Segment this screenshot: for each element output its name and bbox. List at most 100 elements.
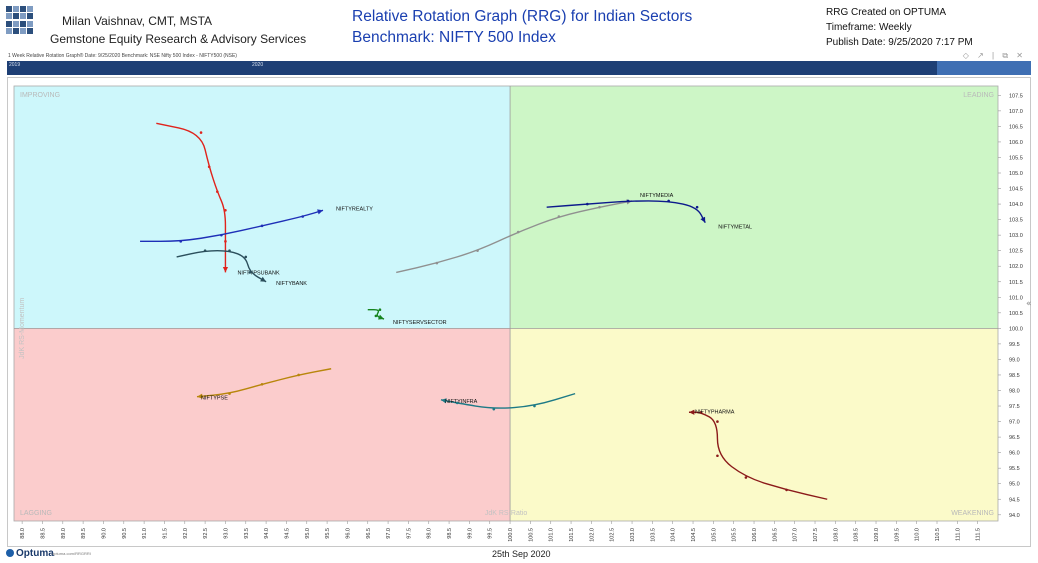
x-tick-label: 104.0 [671, 528, 677, 542]
x-tick-label: 88.0 [20, 528, 26, 539]
quadrant-improving [14, 86, 511, 329]
series-point-niftybank [203, 249, 207, 252]
x-tick-label: 92.0 [183, 528, 189, 539]
y-tick-label: 94.5 [1009, 497, 1020, 503]
y-axis-title: JdK RS-Momentum [19, 298, 26, 359]
quadrant-label-leading: LEADING [963, 92, 994, 99]
x-tick-label: 99.5 [488, 528, 494, 539]
y-tick-label: 94.0 [1009, 513, 1020, 519]
x-tick-label: 91.5 [162, 528, 168, 539]
x-tick-label: 98.0 [427, 528, 433, 539]
chart-title: Relative Rotation Graph (RRG) for Indian… [352, 8, 693, 25]
x-tick-label: 107.5 [813, 528, 819, 542]
x-tick-label: 89.0 [61, 528, 67, 539]
series-point-niftypharma [716, 454, 719, 458]
series-point-niftypharma [716, 420, 719, 423]
y-tick-label: 103.5 [1009, 218, 1023, 224]
x-tick-label: 98.5 [447, 528, 453, 539]
x-tick-label: 93.0 [223, 528, 229, 539]
series-point-niftymedia [476, 249, 479, 252]
publish-date: Publish Date: 9/25/2020 7:17 PM [826, 37, 973, 48]
series-point-niftyrealty [220, 233, 223, 237]
x-tick-label: 89.5 [81, 528, 87, 539]
series-label-niftymedia: NIFTYMEDIA [640, 193, 674, 199]
series-arrow-niftypse [196, 393, 203, 399]
timeline-scrollbar[interactable]: 2019 2020 [7, 61, 1031, 75]
x-tick-label: 97.0 [386, 528, 392, 539]
quadrant-weakening [510, 328, 998, 521]
x-axis-title: JdK RS-Ratio [485, 510, 528, 517]
x-tick-label: 102.5 [610, 528, 616, 542]
optuma-brand: Optuma [16, 548, 54, 559]
y-tick-label: 104.5 [1009, 187, 1023, 193]
series-tail-niftypsubank [156, 122, 227, 273]
x-tick-label: 90.0 [101, 528, 107, 539]
x-tick-label: 93.5 [244, 528, 250, 539]
y-tick-label: 106.0 [1009, 140, 1023, 146]
series-point-niftymetal [626, 199, 630, 203]
series-point-niftypsubank [207, 165, 211, 169]
optuma-logo: Optuma [6, 548, 54, 559]
x-tick-label: 106.5 [772, 528, 778, 542]
y-tick-label: 105.0 [1009, 171, 1023, 177]
quadrant-label-improving: IMPROVING [20, 92, 60, 99]
series-tail-niftyservsector [367, 309, 385, 320]
y-tick-label: 104.0 [1009, 202, 1023, 208]
y-tick-label: 95.5 [1009, 466, 1020, 472]
series-point-niftyservsector [378, 308, 382, 312]
series-label-niftypharma: NIFTYPHARMA [695, 409, 735, 415]
series-arrow-niftyrealty [317, 209, 324, 215]
x-tick-label: 108.5 [854, 528, 860, 542]
series-point-niftypsubank [224, 240, 227, 243]
y-tick-label: 95.0 [1009, 482, 1020, 488]
y-tick-label: 97.0 [1009, 420, 1020, 426]
series-tail-niftypharma [688, 411, 828, 500]
series-point-niftymedia [516, 230, 520, 234]
x-tick-label: 94.0 [264, 528, 270, 539]
x-tick-label: 105.0 [711, 528, 717, 542]
x-tick-label: 110.0 [915, 528, 921, 541]
series-tail-niftymedia [396, 200, 633, 274]
x-tick-label: 109.0 [874, 528, 880, 542]
series-point-niftyservsector [374, 314, 378, 318]
x-tick-label: 103.0 [630, 528, 636, 542]
series-tail-niftypse [196, 368, 332, 398]
series-point-niftyinfra [455, 401, 459, 405]
x-tick-label: 101.5 [569, 528, 575, 542]
plot-border [13, 85, 999, 522]
series-point-niftypse [228, 392, 231, 395]
series-point-niftybank [248, 271, 252, 274]
created-on: RRG Created on OPTUMA [826, 7, 947, 18]
series-label-niftyservsector: NIFTYSERVSECTOR [393, 320, 447, 326]
x-tick-label: 99.0 [467, 528, 473, 539]
x-tick-label: 105.5 [732, 528, 738, 542]
series-point-niftymedia [598, 205, 601, 209]
x-tick-label: 101.0 [549, 528, 555, 542]
series-point-niftypsubank [224, 208, 227, 212]
quadrant-label-weakening: WEAKENING [951, 510, 994, 517]
series-tail-niftyinfra [440, 392, 576, 409]
y-tick-label: 98.0 [1009, 389, 1020, 395]
series-point-niftymedia [557, 215, 561, 218]
author-name: Milan Vaishnav, CMT, MSTA [62, 14, 213, 28]
quadrant-lagging [14, 328, 511, 521]
y-tick-label: 102.0 [1009, 264, 1023, 270]
series-point-niftyinfra [492, 407, 496, 411]
x-tick-label: 96.5 [366, 528, 372, 539]
collapse-chevron-icon: « [1026, 299, 1032, 309]
x-tick-label: 110.5 [935, 528, 941, 541]
x-tick-label: 92.5 [203, 528, 209, 539]
x-tick-label: 108.0 [833, 528, 839, 542]
x-tick-label: 103.5 [650, 528, 656, 542]
y-tick-label: 96.5 [1009, 435, 1020, 441]
series-point-niftyrealty [301, 215, 304, 218]
timeline-year-start: 2019 [9, 62, 21, 68]
company-logo [6, 6, 34, 34]
y-tick-label: 100.0 [1009, 326, 1023, 332]
x-tick-label: 88.5 [40, 528, 46, 539]
timeline-year-end: 2020 [252, 62, 264, 68]
window-controls[interactable]: ◇ ↗ | ⧉ ✕ [962, 51, 1026, 60]
timeline-selection-handle[interactable] [937, 61, 1031, 75]
series-label-niftypsubank: NIFTYPSUBANK [237, 270, 280, 276]
series-point-niftypsubank [216, 190, 219, 193]
